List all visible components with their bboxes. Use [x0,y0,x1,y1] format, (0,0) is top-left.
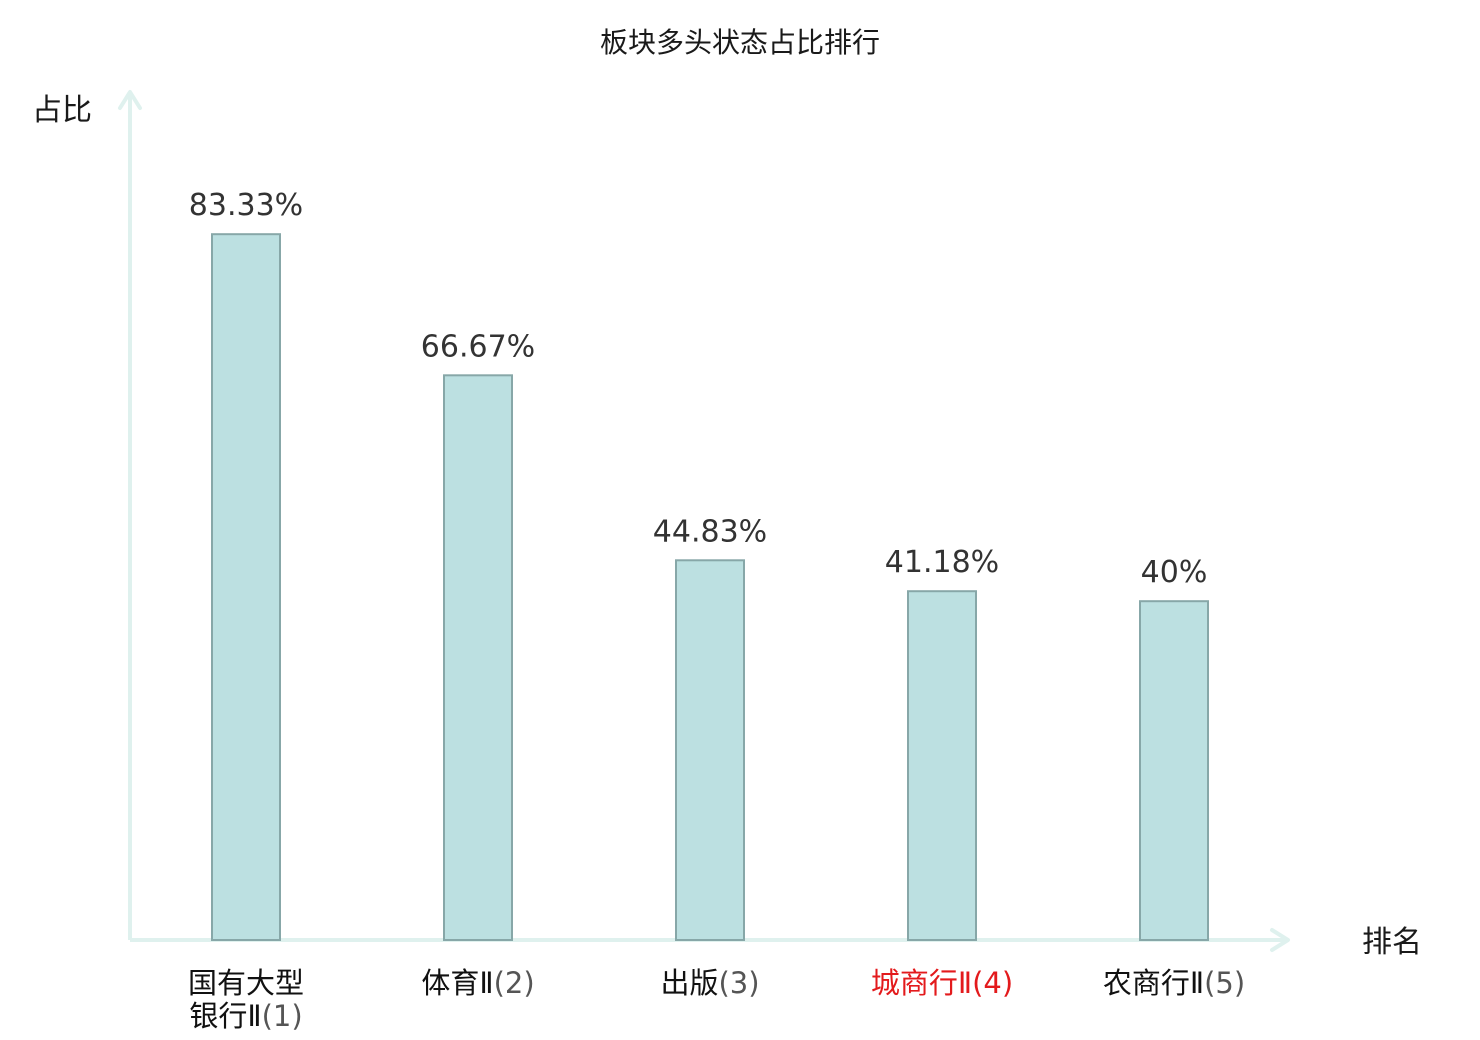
x-axis-label: 排名 [1362,925,1422,960]
category-rank: (3) [718,966,759,1000]
category-name: 国有大型 [188,966,304,1000]
category-label-3: 出版(3) [660,966,759,1000]
category-rank: (4) [972,966,1013,1000]
y-axis-label: 占比 [32,93,92,128]
bars-group [211,233,1209,942]
x-axis-arrow-icon [1270,928,1290,952]
bar-5 [1139,600,1209,941]
bar-2 [443,374,513,941]
value-labels-group: 83.33% 66.67% 44.83% 41.18% 40% [189,188,1208,590]
category-name: 体育Ⅱ [421,966,493,1000]
category-name: 城商行Ⅱ [871,966,972,1000]
category-label-4: 城商行Ⅱ(4) [871,966,1013,1000]
value-label-4: 41.18% [885,545,999,580]
category-name: 农商行Ⅱ [1103,966,1204,1000]
y-axis-arrow-icon [118,90,142,110]
value-label-5: 40% [1141,555,1208,590]
category-label-5: 农商行Ⅱ(5) [1103,966,1245,1000]
category-rank: (5) [1204,966,1245,1000]
bar-4 [907,590,977,941]
category-rank: (2) [494,966,535,1000]
value-label-2: 66.67% [421,329,535,364]
chart-title: 板块多头状态占比排行 [600,26,880,59]
value-label-3: 44.83% [653,514,767,549]
category-rank: (1) [262,999,303,1033]
category-name: 出版 [660,966,718,1000]
category-label-2: 体育Ⅱ(2) [421,966,534,1000]
category-name: 银行Ⅱ [189,999,261,1033]
category-label-1-line-2: 银行Ⅱ(1) [189,999,302,1033]
bar-3 [675,559,745,942]
value-label-1: 83.33% [189,188,303,223]
bar-1 [211,233,281,942]
category-label-1-line-1: 国有大型 [188,966,304,1000]
